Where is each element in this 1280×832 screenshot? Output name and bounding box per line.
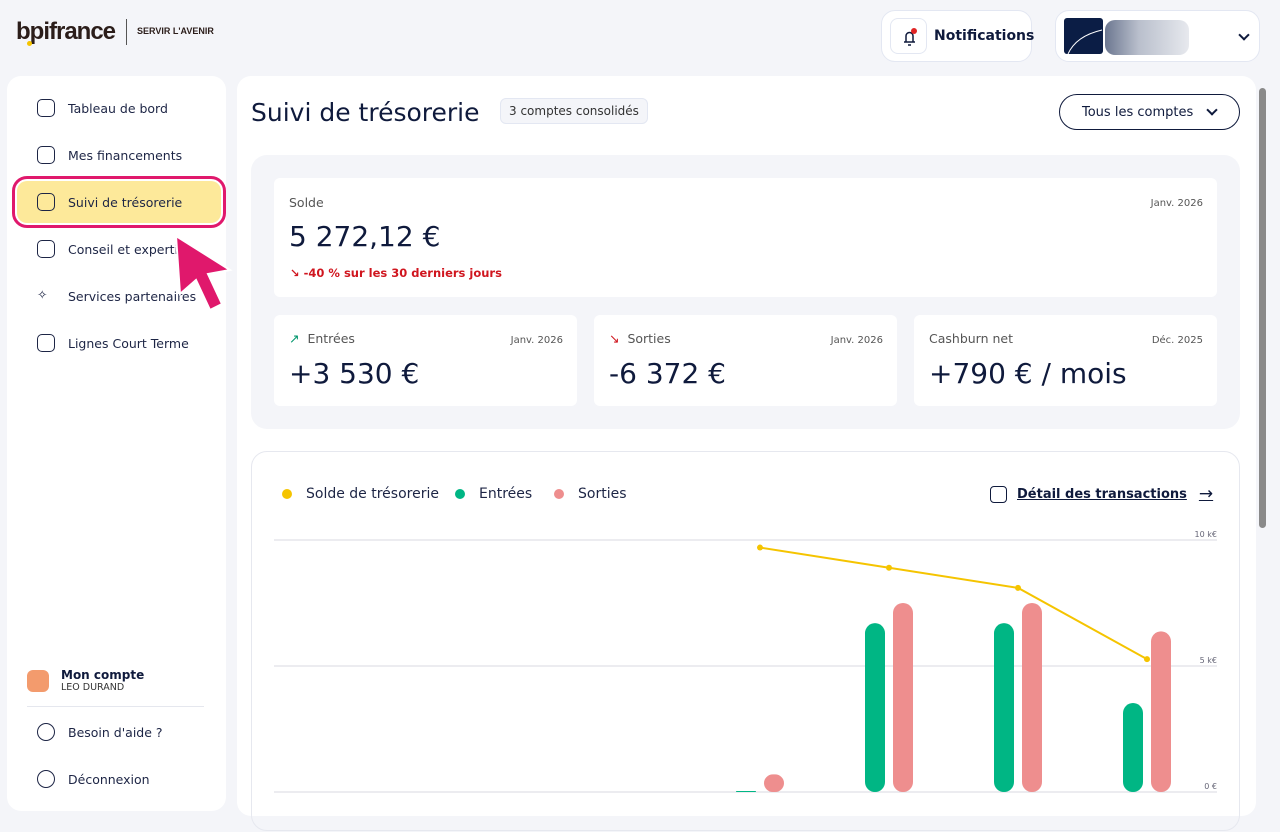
transactions-icon (990, 485, 1007, 503)
page-title: Suivi de trésorerie (251, 98, 480, 127)
sidebar-item-label: Mes financements (68, 147, 183, 163)
sidebar-item-services-partenaires[interactable]: ✧ Services partenaires (17, 275, 221, 317)
bell-icon (890, 18, 927, 54)
notifications-button[interactable]: Notifications (881, 10, 1035, 62)
legend-entrees: Entrées (455, 486, 532, 502)
notifications-label: Notifications (934, 28, 1035, 44)
balance-card: Solde Janv. 2026 5 272,12 € ↘ -40 % sur … (274, 178, 1217, 297)
logout-link[interactable]: Déconnexion (17, 758, 221, 800)
balance-label: Solde (289, 195, 324, 210)
treasury-icon (37, 193, 55, 211)
cashburn-value: +790 € / mois (929, 357, 1127, 390)
chevron-down-icon (1238, 29, 1250, 41)
balance-value: 5 272,12 € (289, 220, 441, 253)
bar-sorties (1151, 631, 1171, 792)
help-link[interactable]: Besoin d'aide ? (17, 711, 221, 753)
pointer-cursor-icon (174, 234, 233, 312)
tagline: SERVIR L'AVENIR (137, 26, 214, 36)
bar-sorties (893, 603, 913, 792)
account-switcher[interactable] (1055, 10, 1260, 62)
account-user: LEO DURAND (61, 682, 125, 693)
bar-entrees (865, 623, 885, 792)
logout-label: Déconnexion (68, 771, 150, 787)
kpi-panel: Solde Janv. 2026 5 272,12 € ↘ -40 % sur … (251, 155, 1240, 429)
logo-divider (126, 19, 127, 45)
outflows-label: ↘ Sorties (609, 331, 671, 346)
sidebar: Tableau de bord Mes financements Suivi d… (7, 76, 226, 811)
company-name-blurred (1105, 20, 1189, 55)
y-tick-label: 10 k€ (1195, 530, 1217, 539)
accounts-select[interactable]: Tous les comptes (1059, 94, 1240, 130)
inflows-value: +3 530 € (289, 357, 420, 390)
scrollbar[interactable] (1257, 76, 1270, 811)
main-content: Suivi de trésorerie 3 comptes consolidés… (237, 76, 1256, 831)
sidebar-item-label: Conseil et expertise (68, 241, 193, 257)
point-solde (1015, 584, 1021, 591)
sidebar-item-mes-financements[interactable]: Mes financements (17, 134, 221, 176)
legend-dot (282, 489, 292, 499)
y-tick-label: 5 k€ (1200, 656, 1217, 665)
legend-dot (554, 489, 564, 499)
bar-entrees (1123, 703, 1143, 792)
point-solde (1144, 656, 1150, 663)
inflows-card: ↗ Entrées Janv. 2026 +3 530 € (274, 315, 577, 406)
help-label: Besoin d'aide ? (68, 724, 163, 740)
sidebar-item-label: Suivi de trésorerie (68, 194, 183, 210)
outflows-card: ↘ Sorties Janv. 2026 -6 372 € (594, 315, 897, 406)
balance-trend: ↘ -40 % sur les 30 derniers jours (290, 266, 502, 280)
sparkles-icon: ✧ (37, 287, 48, 302)
line-solde (759, 546, 1148, 661)
sidebar-item-label: Tableau de bord (68, 100, 168, 116)
accounts-select-label: Tous les comptes (1082, 104, 1194, 120)
arrow-right-icon: → (1198, 484, 1214, 504)
my-account[interactable]: Mon compte LEO DURAND (27, 668, 144, 693)
balance-date: Janv. 2026 (1150, 198, 1203, 209)
point-solde (757, 544, 763, 551)
scrollbar-thumb[interactable] (1259, 88, 1266, 528)
avatar (27, 669, 49, 692)
sidebar-item-suivi-de-tresorerie[interactable]: Suivi de trésorerie (12, 176, 226, 228)
bar-sorties (1022, 603, 1042, 792)
inflows-date: Janv. 2026 (510, 335, 563, 346)
trend-text: -40 % sur les 30 derniers jours (303, 266, 502, 280)
sidebar-item-label: Lignes Court Terme (68, 335, 189, 351)
y-tick-label: 0 € (1204, 782, 1217, 791)
home-icon (37, 99, 55, 117)
sidebar-item-label: Services partenaires (68, 288, 197, 304)
point-solde (886, 564, 892, 571)
bar-sorties (764, 774, 784, 792)
arrow-down-right-icon: ↘ (609, 331, 620, 346)
help-icon (37, 723, 55, 741)
logout-icon (37, 770, 55, 788)
inflows-label: ↗ Entrées (289, 331, 355, 346)
legend-dot (455, 489, 465, 499)
bar-entrees (994, 623, 1014, 792)
compass-icon (37, 240, 55, 258)
bar-entrees (736, 791, 756, 792)
chevron-down-icon (1206, 104, 1218, 116)
sidebar-item-conseil-et-expertise[interactable]: Conseil et expertise (17, 228, 221, 270)
company-logo (1064, 18, 1103, 54)
cashburn-card: Cashburn net Déc. 2025 +790 € / mois (914, 315, 1217, 406)
calculator-icon (37, 334, 55, 352)
legend-solde: Solde de trésorerie (282, 486, 439, 502)
outflows-value: -6 372 € (609, 357, 726, 390)
cashburn-label: Cashburn net (929, 331, 1014, 346)
cashburn-date: Déc. 2025 (1151, 335, 1203, 346)
account-label: Mon compte (61, 668, 145, 682)
sidebar-divider (27, 706, 204, 707)
outflows-date: Janv. 2026 (830, 335, 883, 346)
bpifrance-logo[interactable]: bpifrance (16, 18, 116, 45)
treasury-chart: 0 € 5 k€ 10 k€ (274, 530, 1217, 793)
chart-icon (37, 146, 55, 164)
logo-dot (27, 41, 32, 46)
legend-sorties: Sorties (554, 486, 627, 502)
arrow-up-right-icon: ↗ (289, 331, 300, 346)
chart-card: Solde de trésorerie Entrées Sorties Déta… (251, 451, 1240, 831)
sidebar-item-lignes-court-terme[interactable]: Lignes Court Terme (17, 322, 221, 364)
accounts-badge: 3 comptes consolidés (500, 98, 648, 124)
sidebar-item-tableau-de-bord[interactable]: Tableau de bord (17, 87, 221, 129)
transactions-detail-link[interactable]: Détail des transactions → (990, 484, 1213, 504)
